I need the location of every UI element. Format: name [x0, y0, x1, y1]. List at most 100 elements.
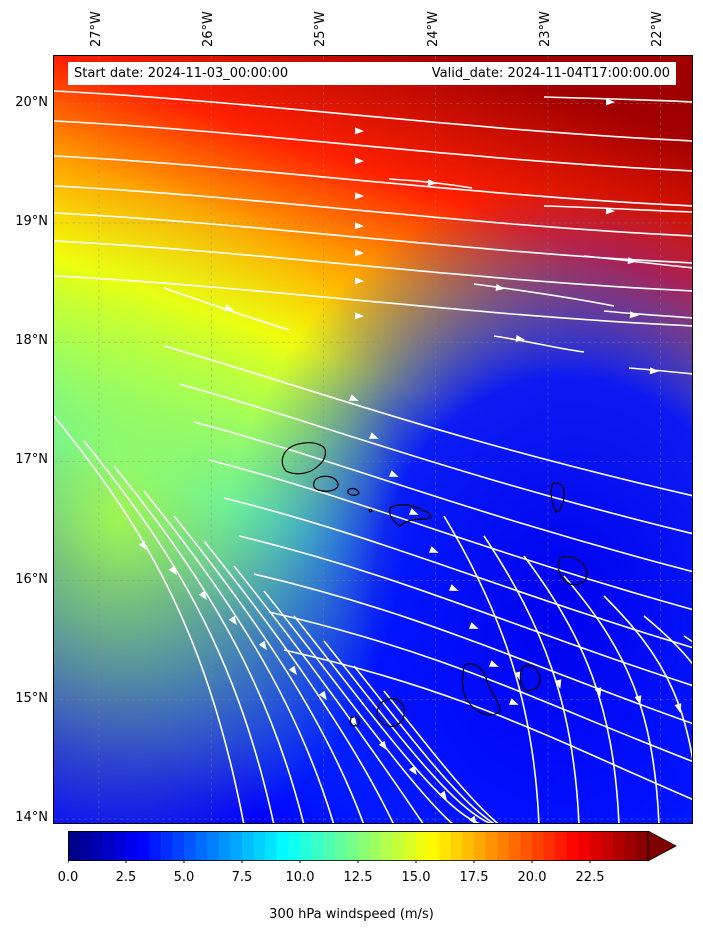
island-outline [281, 442, 327, 475]
colorbar-swatch [172, 831, 185, 861]
streamline-arrow [318, 690, 327, 701]
colorbar-swatch [381, 831, 394, 861]
streamline [193, 421, 692, 573]
streamline-arrow [408, 508, 419, 515]
colorbar-tick-label: 17.5 [459, 870, 489, 885]
streamline [293, 615, 481, 823]
colorbar-swatch [474, 831, 487, 861]
colorbar-tick-label: 15.0 [401, 870, 431, 885]
streamline-arrow [354, 192, 364, 200]
islands [281, 442, 588, 727]
longitude-label: 22°W [650, 11, 666, 47]
colorbar-label: 300 hPa windspeed (m/s) [269, 907, 434, 922]
colorbar-swatch [276, 831, 289, 861]
streamline-arrow [354, 249, 364, 257]
streamline-arrow [674, 703, 682, 713]
streamline [383, 690, 499, 823]
colorbar-swatch [427, 831, 440, 861]
colorbar-swatch [102, 831, 115, 861]
mid-wind-region [54, 56, 692, 823]
streamline [388, 178, 473, 189]
colorbar-swatch [601, 831, 614, 861]
latitude-label: 17°N [15, 452, 48, 468]
latitude-label: 16°N [15, 571, 48, 587]
colorbar-swatch [300, 831, 313, 861]
colorbar-swatch [520, 831, 533, 861]
island-outline [349, 716, 360, 727]
header-box: Start date: 2024-11-03_00:00:00 Valid_da… [68, 62, 676, 85]
colorbar-swatch [508, 831, 521, 861]
streamline [113, 465, 305, 823]
colorbar-tick-label: 10.0 [285, 870, 315, 885]
latitude-label: 20°N [15, 94, 48, 110]
streamline-arrow [348, 715, 357, 726]
streamline [563, 575, 660, 823]
colorbar-swatch [68, 831, 81, 861]
wind-map [54, 56, 692, 823]
streamline-arrow [554, 679, 562, 689]
streamline [223, 497, 692, 649]
streamline [323, 640, 492, 823]
latitude-label: 14°N [15, 810, 48, 826]
streamline-arrow [258, 640, 267, 651]
streamline-arrow [168, 565, 177, 576]
colorbar-swatch [543, 831, 556, 861]
latitude-label: 18°N [15, 333, 48, 349]
streamline-arrow [627, 257, 637, 265]
streamline [543, 205, 692, 213]
colorbar-tick-label: 5.0 [173, 870, 195, 885]
colorbar-extend-arrow [647, 830, 677, 862]
streamline-arrow [634, 695, 642, 705]
colorbar-swatch [265, 831, 278, 861]
island-outline [519, 664, 541, 692]
streamline-arrow [605, 207, 615, 215]
colorbar-swatches [67, 830, 677, 863]
streamline [163, 287, 290, 331]
streamline [143, 490, 335, 823]
streamline-arrow [515, 334, 525, 342]
colorbar-swatch [311, 831, 324, 861]
streamline-arrow [468, 622, 479, 629]
colorbar-swatch [218, 831, 231, 861]
streamline-arrow [438, 790, 447, 801]
streamline [543, 96, 692, 103]
colorbar-swatch [566, 831, 579, 861]
colorbar-swatch [590, 831, 603, 861]
streamline [603, 595, 692, 761]
island-outline [461, 663, 501, 716]
colorbar-tick-label: 2.5 [115, 870, 137, 885]
colorbar-swatch [439, 831, 452, 861]
streamline-arrow [378, 740, 387, 751]
colorbar-swatch [416, 831, 429, 861]
streamline [483, 535, 580, 823]
colorbar-tick-label: 0.0 [57, 870, 79, 885]
streamline [203, 540, 394, 823]
colorbar-swatch [184, 831, 197, 861]
streamline [628, 367, 692, 375]
colorbar-swatch [91, 831, 104, 861]
colorbar-tick-label: 22.5 [575, 870, 605, 885]
colorbar-swatch [288, 831, 301, 861]
streamline-arrow [427, 179, 437, 187]
streamline [233, 565, 424, 823]
streamline-arrow [138, 540, 147, 551]
longitude-label: 27°W [88, 11, 104, 47]
colorbar-swatch [207, 831, 220, 861]
gridlines [54, 56, 692, 823]
streamline-arrow [495, 283, 505, 291]
streamline [83, 440, 275, 823]
streamline [523, 555, 620, 823]
island-outline [550, 482, 565, 513]
streamline [178, 383, 692, 535]
streamline-arrow [605, 98, 615, 106]
streamlines [54, 90, 692, 823]
streamline [603, 310, 692, 319]
streamline-arrow [388, 470, 399, 477]
streamline [54, 155, 692, 207]
island-outline [376, 698, 405, 727]
streamline-arrow [448, 584, 459, 591]
streamline-arrow [508, 698, 519, 705]
colorbar-swatch [404, 831, 417, 861]
streamline [473, 283, 615, 307]
streamline-arrow [228, 615, 237, 626]
